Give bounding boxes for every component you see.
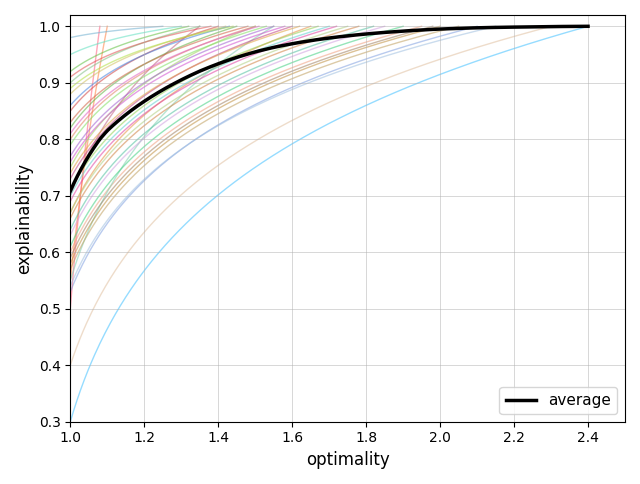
X-axis label: optimality: optimality xyxy=(306,451,390,469)
average xyxy=(318,36,326,42)
average xyxy=(569,24,577,30)
average xyxy=(584,23,592,29)
Line: average: average xyxy=(70,26,588,191)
average xyxy=(569,24,577,30)
Y-axis label: explainability: explainability xyxy=(15,163,33,274)
Legend: average: average xyxy=(499,387,618,414)
average xyxy=(474,25,482,30)
average xyxy=(305,38,312,44)
average xyxy=(67,188,74,194)
average xyxy=(93,141,100,147)
